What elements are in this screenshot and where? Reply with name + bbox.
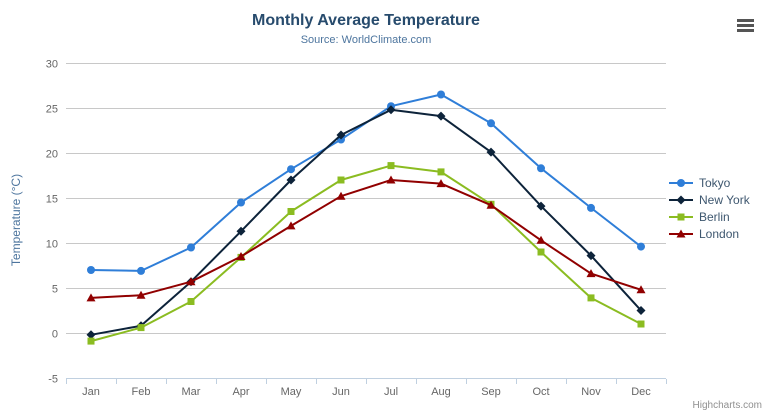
- y-tick-label: 0: [52, 329, 58, 341]
- legend-item-tokyo[interactable]: Tokyo: [668, 176, 750, 190]
- marker-berlin[interactable]: [387, 162, 395, 170]
- x-tick-label: May: [281, 386, 302, 398]
- marker-berlin[interactable]: [137, 324, 145, 332]
- y-tick-label: 30: [46, 59, 58, 71]
- circle-marker-icon: [669, 179, 693, 187]
- y-axis-title: Temperature (°C): [9, 173, 23, 267]
- legend-label: London: [699, 227, 740, 241]
- x-tick-label: Jul: [384, 386, 398, 398]
- y-tick-label: 10: [46, 239, 58, 251]
- marker-berlin[interactable]: [437, 168, 445, 176]
- hamburger-icon[interactable]: [737, 19, 754, 32]
- hamburger-bar: [737, 29, 754, 32]
- marker-berlin[interactable]: [337, 176, 345, 184]
- marker-new-york[interactable]: [586, 251, 596, 261]
- chart-subtitle: Source: WorldClimate.com: [300, 34, 432, 46]
- credits-link[interactable]: Highcharts.com: [692, 400, 762, 411]
- marker-tokyo[interactable]: [587, 203, 595, 212]
- marker-tokyo[interactable]: [287, 165, 295, 174]
- y-tick-label: 25: [46, 104, 58, 116]
- marker-london[interactable]: [86, 293, 96, 302]
- marker-new-york[interactable]: [236, 226, 246, 236]
- diamond-marker-icon: [669, 195, 693, 205]
- hamburger-bar: [737, 19, 754, 22]
- marker-tokyo[interactable]: [137, 266, 145, 275]
- marker-new-york[interactable]: [286, 175, 296, 185]
- x-tick-label: Oct: [532, 386, 549, 398]
- x-tick-label: Apr: [232, 386, 249, 398]
- y-tick-label: -5: [48, 374, 58, 386]
- legend-item-new-york[interactable]: New York: [668, 193, 750, 207]
- x-tick-label: Feb: [132, 386, 151, 398]
- legend: Tokyo New York Berlin London: [668, 176, 750, 241]
- marker-london[interactable]: [286, 221, 296, 230]
- legend-label: Berlin: [699, 210, 730, 224]
- marker-london[interactable]: [536, 235, 546, 244]
- marker-london[interactable]: [236, 252, 246, 260]
- legend-label: New York: [699, 193, 750, 207]
- x-tick-label: Dec: [631, 386, 651, 398]
- marker-london[interactable]: [136, 290, 146, 299]
- marker-tokyo[interactable]: [637, 242, 645, 251]
- y-tick-label: 20: [46, 149, 58, 161]
- series-line-london[interactable]: [90, 179, 642, 299]
- marker-london[interactable]: [436, 179, 446, 188]
- marker-berlin[interactable]: [187, 298, 195, 305]
- marker-london[interactable]: [186, 277, 196, 286]
- chart-title: Monthly Average Temperature: [252, 12, 480, 29]
- series-line-tokyo[interactable]: [90, 93, 642, 272]
- x-tick-label: Aug: [431, 386, 451, 398]
- marker-london[interactable]: [386, 175, 396, 184]
- marker-tokyo[interactable]: [487, 119, 495, 128]
- marker-new-york[interactable]: [636, 306, 646, 315]
- marker-london[interactable]: [636, 285, 646, 294]
- x-tick-label: Jan: [82, 386, 100, 398]
- hamburger-bar: [737, 24, 754, 27]
- marker-london[interactable]: [586, 269, 596, 278]
- marker-new-york[interactable]: [86, 330, 96, 340]
- marker-london[interactable]: [486, 200, 496, 209]
- marker-berlin[interactable]: [587, 294, 595, 302]
- y-tick-label: 5: [52, 284, 58, 296]
- square-marker-icon: [669, 213, 693, 221]
- legend-item-london[interactable]: London: [668, 227, 750, 241]
- x-tick-label: Mar: [182, 386, 201, 398]
- x-tick-label: Sep: [481, 386, 501, 398]
- legend-item-berlin[interactable]: Berlin: [668, 210, 750, 224]
- marker-new-york[interactable]: [386, 105, 396, 115]
- marker-new-york[interactable]: [336, 130, 346, 140]
- marker-tokyo[interactable]: [537, 164, 545, 173]
- marker-new-york[interactable]: [486, 147, 496, 157]
- series-line-berlin[interactable]: [90, 164, 642, 343]
- legend-label: Tokyo: [699, 176, 731, 190]
- marker-berlin[interactable]: [287, 208, 295, 215]
- marker-tokyo[interactable]: [437, 90, 445, 99]
- marker-berlin[interactable]: [87, 337, 95, 345]
- marker-new-york[interactable]: [436, 111, 446, 121]
- marker-berlin[interactable]: [537, 248, 545, 256]
- marker-new-york[interactable]: [536, 201, 546, 211]
- marker-london[interactable]: [336, 191, 346, 200]
- x-tick-label: Nov: [581, 386, 601, 398]
- marker-tokyo[interactable]: [237, 198, 245, 207]
- triangle-marker-icon: [669, 229, 693, 238]
- marker-tokyo[interactable]: [187, 243, 195, 252]
- x-tick-label: Jun: [332, 386, 350, 398]
- y-tick-label: 15: [46, 194, 58, 206]
- marker-berlin[interactable]: [637, 320, 645, 328]
- series-line-new-york[interactable]: [90, 108, 642, 336]
- marker-tokyo[interactable]: [87, 266, 95, 274]
